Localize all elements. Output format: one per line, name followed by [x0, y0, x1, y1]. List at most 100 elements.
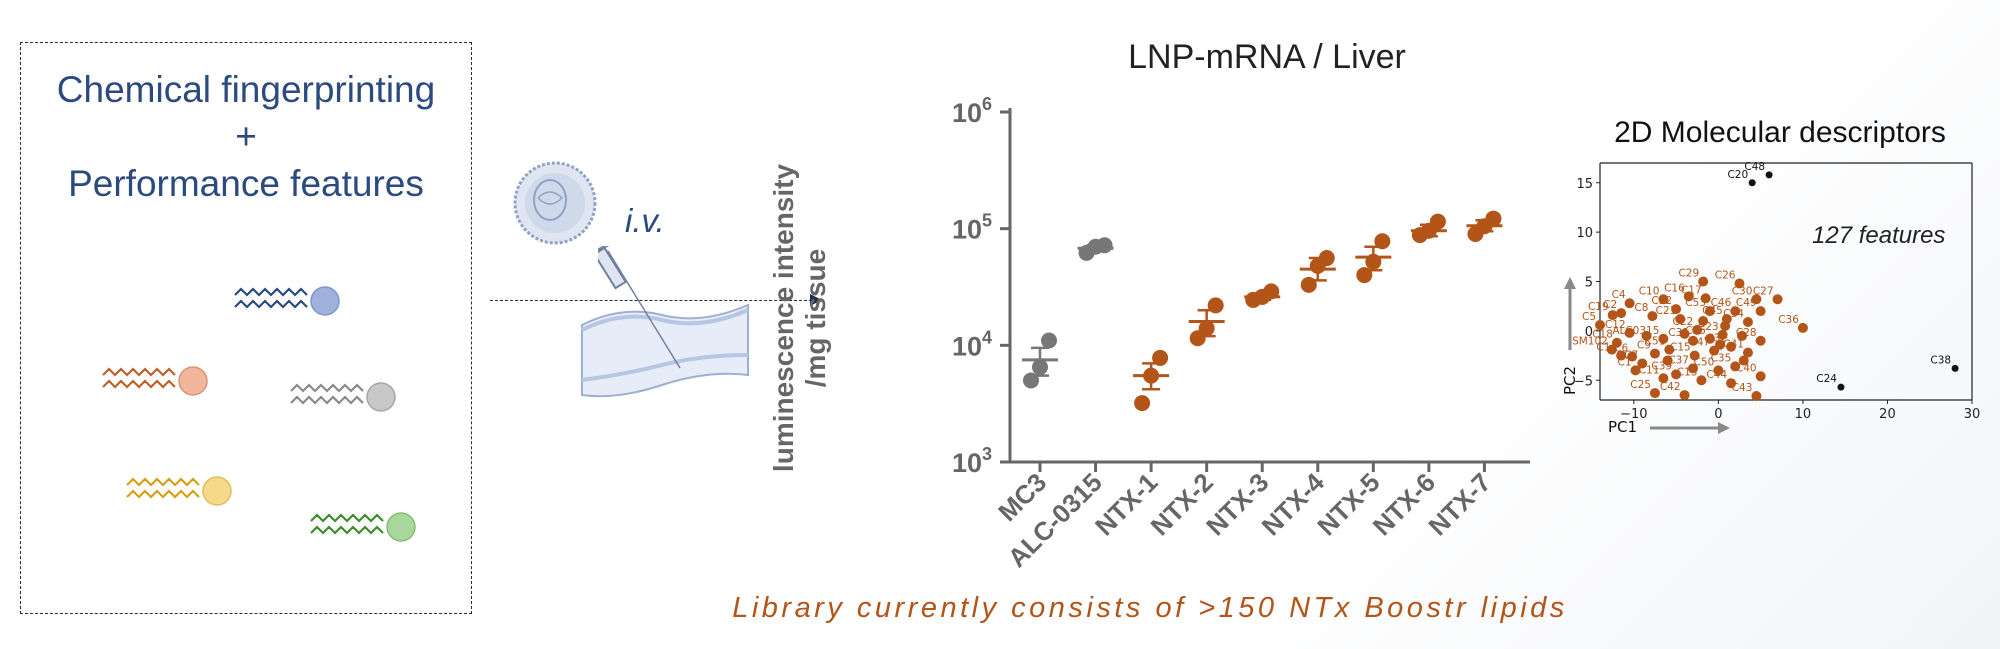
pca-data-point — [1704, 306, 1715, 317]
pca-data-point — [1679, 390, 1690, 401]
panel-title-line-2: + — [235, 116, 257, 157]
pca-data-point — [1751, 391, 1762, 402]
pca-data-point — [1624, 298, 1635, 309]
pca-data-point — [1698, 276, 1709, 287]
pca-data-point — [1751, 294, 1762, 305]
pca-point-label: C26 — [1715, 269, 1736, 281]
pca-point-label: C6 — [1614, 343, 1628, 355]
pca-point-label: C9 — [1637, 340, 1651, 352]
pca-data-point — [1664, 344, 1675, 355]
pca-data-point — [1755, 335, 1766, 346]
pca-data-point — [1647, 311, 1658, 322]
pca-point-label: C21 — [1656, 305, 1677, 317]
pca-data-point — [1772, 294, 1783, 305]
pca-point-label: C24 — [1816, 373, 1837, 385]
pca-data-point — [1595, 319, 1605, 330]
flow-arrow-head — [810, 294, 822, 306]
flow-arrow-line — [490, 300, 812, 301]
pca-data-point — [1649, 388, 1660, 399]
pca-point-label: C34 — [1723, 308, 1744, 320]
fingerprint-panel: Chemical fingerprinting + Performance fe… — [20, 42, 472, 614]
pca-data-point — [1627, 351, 1638, 362]
data-point — [1152, 349, 1169, 366]
library-footer: Library currently consists of >150 NTx B… — [732, 592, 1568, 624]
pca-point-label: C12 — [1605, 319, 1626, 331]
pca-y-tick-label: 15 — [1576, 177, 1593, 192]
pca-point-label: C47 — [1689, 337, 1710, 349]
pca-data-point — [1715, 339, 1726, 350]
pca-point-label: C2 — [1603, 299, 1617, 311]
pca-data-point — [1649, 348, 1660, 359]
pca-point-label: C13 — [1677, 366, 1698, 378]
pca-x-axis-label: PC1 — [1608, 418, 1637, 436]
pca-data-point — [1755, 371, 1766, 382]
pca-x-tick-label: 0 — [1714, 407, 1722, 422]
pca-data-point — [1662, 355, 1673, 366]
pca-y-tick-label: 5 — [1585, 276, 1593, 291]
background-shade — [1300, 0, 2000, 649]
pca-data-point — [1689, 350, 1700, 361]
lipid-icon-green — [310, 512, 416, 542]
panel-title-line-1: Chemical fingerprinting — [56, 69, 436, 110]
pca-point-label: C55 — [1685, 325, 1706, 337]
pca-point-label: C5 — [1582, 311, 1596, 323]
pca-point-label: C30 — [1732, 285, 1753, 297]
pca-data-point — [1717, 329, 1728, 340]
lipid-nanoparticle-icon — [513, 161, 597, 245]
y-tick-label: 106 — [952, 94, 992, 128]
pca-data-point — [1748, 179, 1756, 187]
pca-point-label: C43 — [1732, 382, 1753, 394]
pca-data-point — [1611, 337, 1622, 348]
pca-point-label: C20 — [1727, 169, 1748, 181]
pca-data-point — [1616, 350, 1627, 361]
pca-point-label: C10 — [1639, 285, 1660, 297]
pca-point-label: C25 — [1630, 379, 1651, 391]
y-tick-label: 104 — [952, 327, 992, 361]
pca-data-point — [1607, 310, 1618, 321]
pca-data-point — [1734, 278, 1745, 289]
pca-x-arrow-head — [1718, 422, 1730, 434]
data-point — [1485, 210, 1502, 227]
y-tick-label: 105 — [952, 211, 992, 245]
pca-point-label: C35 — [1711, 352, 1732, 364]
pca-point-label: C48 — [1744, 161, 1765, 173]
pca-x-tick-label: 10 — [1795, 407, 1812, 422]
data-point — [1374, 233, 1391, 250]
pca-point-label: C53 — [1685, 297, 1706, 309]
pca-point-label: C19 — [1588, 301, 1609, 313]
panel-title-line-3: Performance features — [68, 163, 424, 204]
pca-point-label: C42 — [1660, 381, 1681, 393]
pca-data-point — [1837, 383, 1845, 391]
pca-data-point — [1641, 330, 1652, 341]
pca-data-point — [1726, 378, 1737, 389]
pca-point-label: C36 — [1778, 314, 1799, 326]
pca-y-arrow-head — [1564, 277, 1576, 289]
pca-data-point — [1624, 327, 1635, 338]
pca-point-label: C52 — [1651, 295, 1672, 307]
pca-data-point — [1797, 322, 1808, 333]
syringe-icon — [598, 246, 681, 369]
pca-point-label: C1 — [1617, 356, 1631, 368]
pca-data-point — [1704, 333, 1715, 344]
data-point — [1134, 395, 1151, 412]
pca-point-label: C45 — [1702, 305, 1723, 317]
pca-point-label: C29 — [1678, 268, 1699, 280]
pca-point-label: C15 — [1670, 342, 1691, 354]
pca-point-label: C18 — [1592, 329, 1613, 341]
pca-data-point — [1726, 341, 1737, 352]
pca-data-point — [1713, 365, 1724, 376]
pca-data-point — [1658, 373, 1669, 384]
pca-data-point — [1692, 324, 1703, 335]
lipid-icon-yellow — [126, 476, 232, 506]
descriptor-chart-title: 2D Molecular descriptors — [1614, 116, 1946, 149]
pca-data-point — [1700, 293, 1711, 304]
pca-data-point — [1720, 320, 1731, 331]
pca-point-label: C8 — [1634, 302, 1648, 314]
pca-data-point — [1637, 358, 1648, 369]
pca-point-label: SM102 — [1572, 336, 1608, 348]
pca-data-point — [1658, 333, 1669, 344]
lipid-icon-blue — [234, 286, 340, 316]
pca-data-point — [1658, 294, 1669, 305]
pca-data-point — [1698, 316, 1709, 326]
pca-point-label: C37 — [1668, 354, 1689, 366]
